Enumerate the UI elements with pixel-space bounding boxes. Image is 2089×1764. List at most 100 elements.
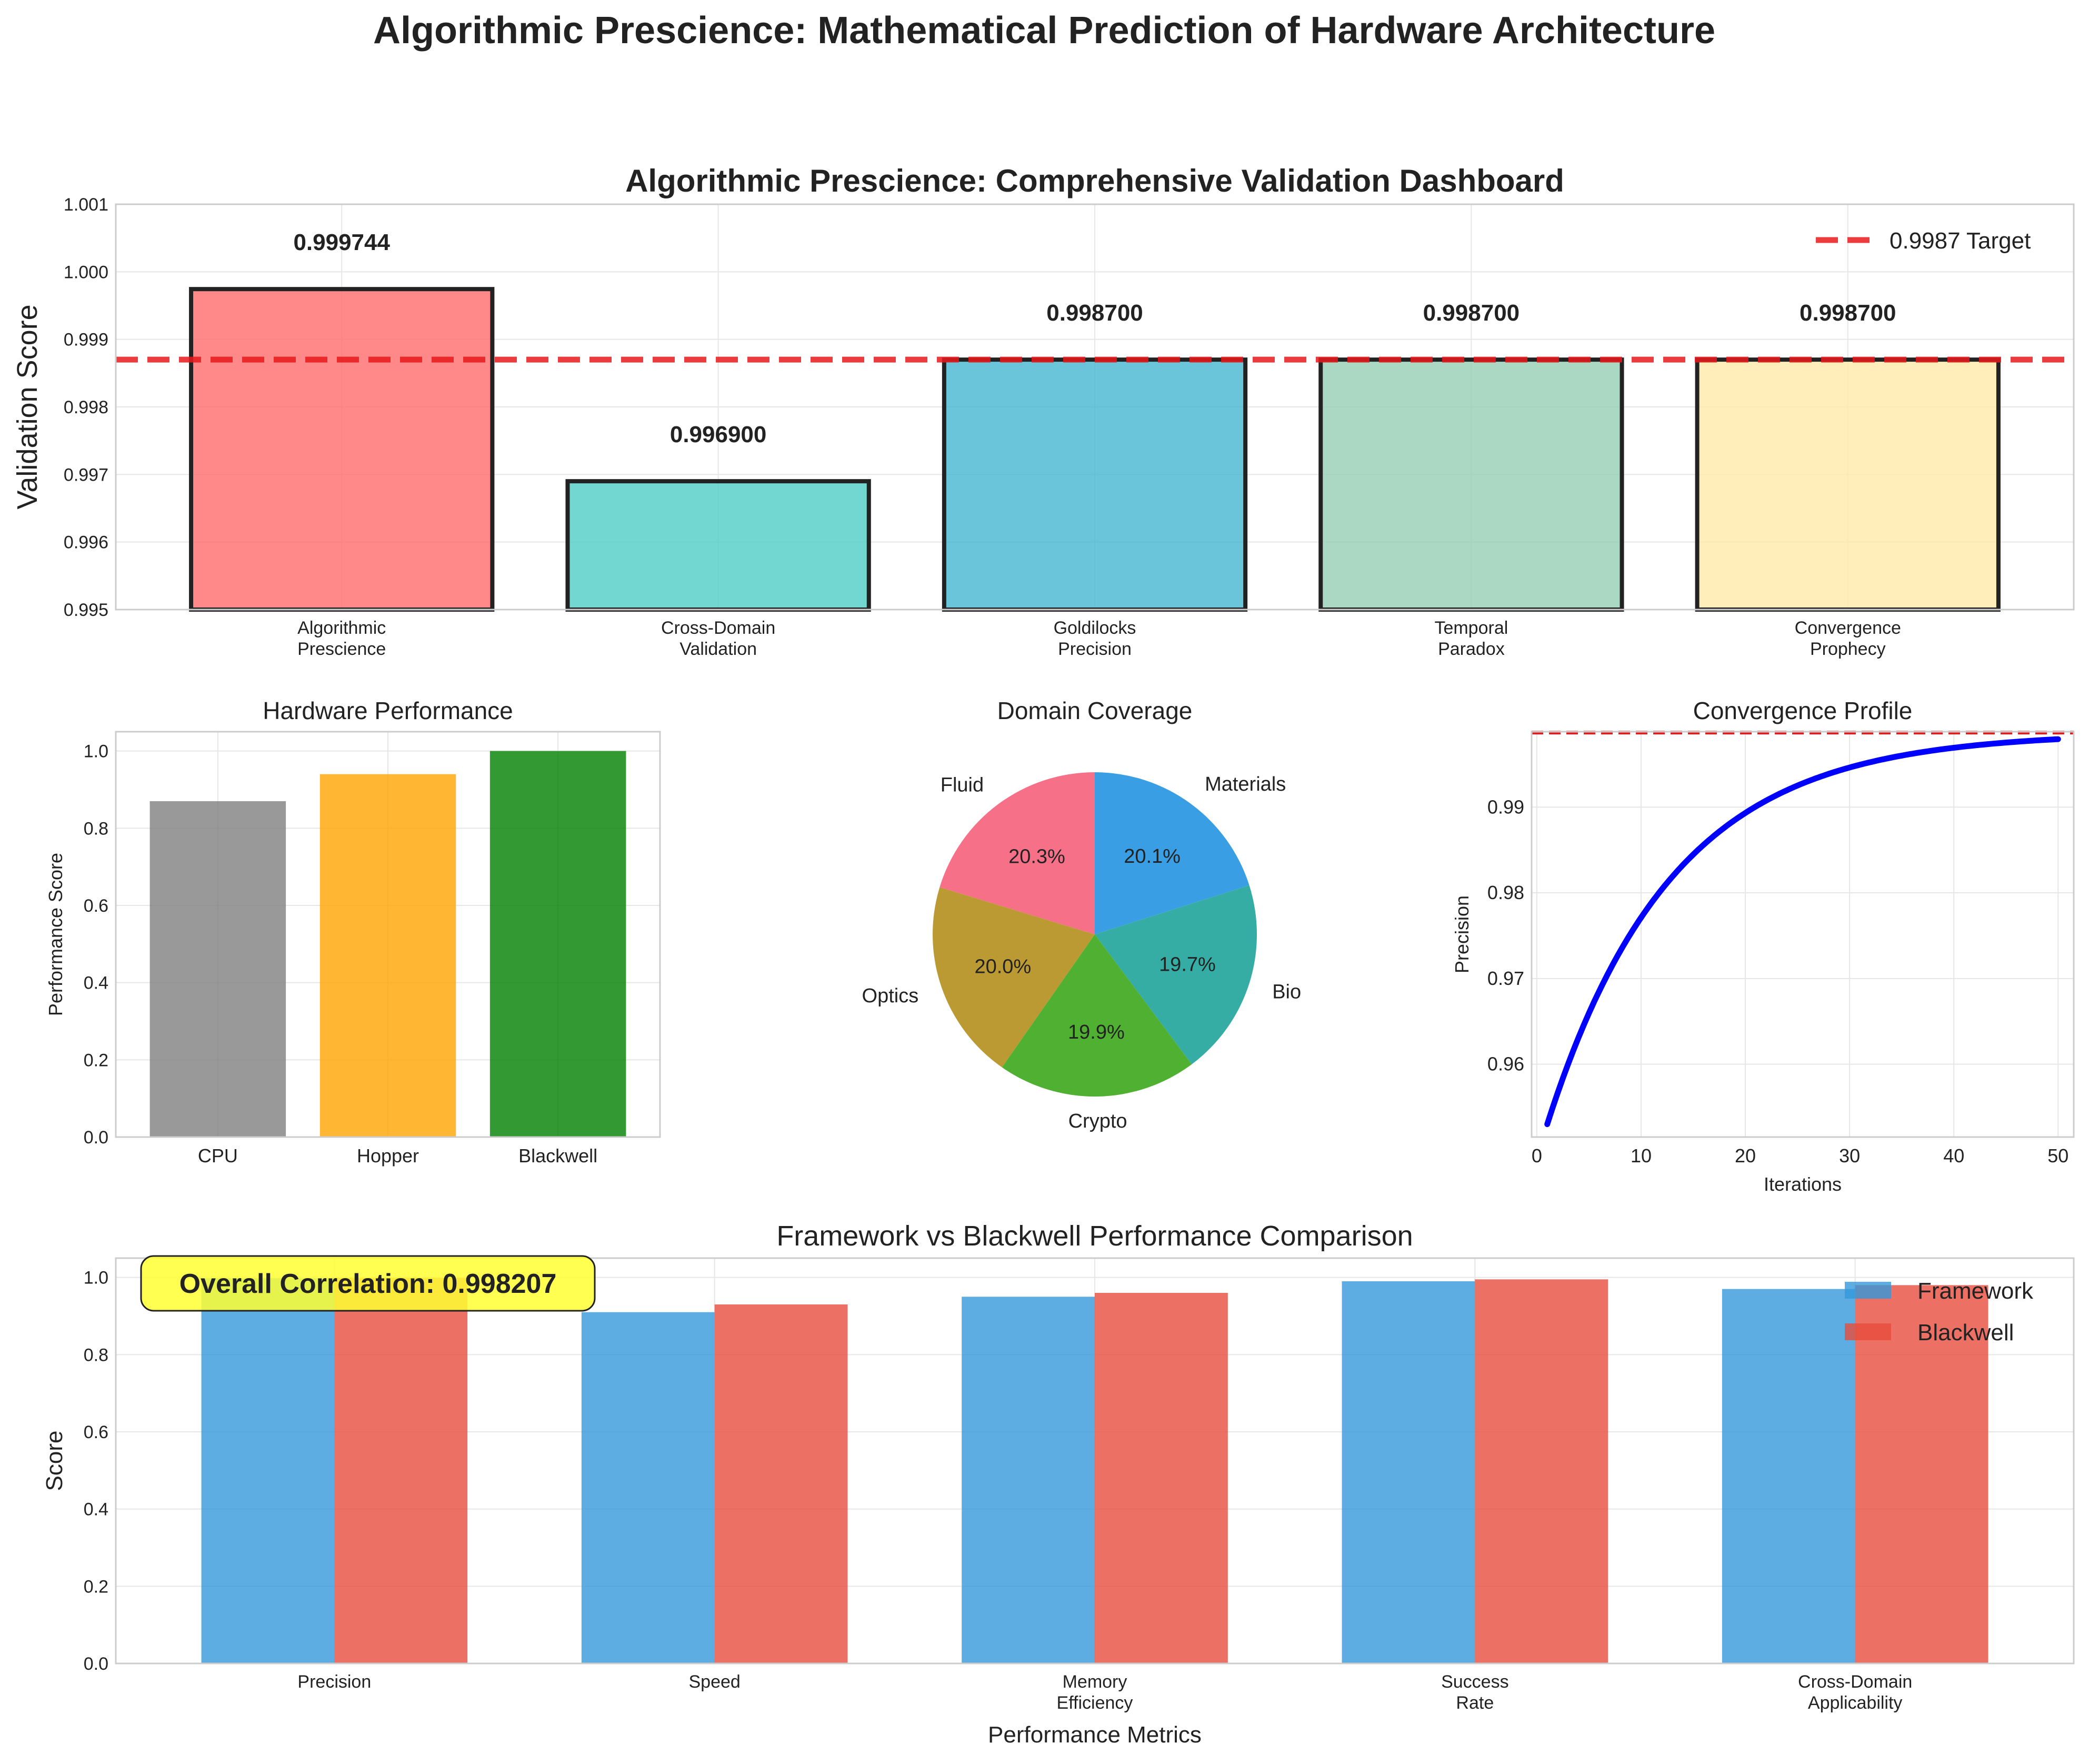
y-tick-label: 0.997 (64, 465, 108, 485)
validation-dashboard-panel: 0.999744 0.996900 0.998700 0.998700 0.998700… (12, 163, 2075, 659)
panel-frame (115, 1257, 2075, 1665)
y-tick-label: 0.2 (84, 1050, 108, 1070)
validation-value-label: 0.999744 (293, 230, 390, 255)
y-tick-label: 0.4 (84, 973, 108, 993)
x-tick-label: 50 (2047, 1145, 2068, 1167)
figure-title: Algorithmic Prescience: Mathematical Pre… (373, 9, 1715, 52)
y-tick-label: 1.0 (84, 1268, 108, 1288)
legend-blackwell-swatch (1845, 1323, 1891, 1340)
framework-bar (962, 1297, 1095, 1663)
y-tick-label: 1.001 (64, 195, 108, 215)
legend-target-label: 0.9987 Target (1890, 228, 2031, 254)
panel-frame (115, 203, 2075, 611)
correlation-annotation-text: Overall Correlation: 0.998207 (179, 1269, 557, 1299)
x-tick-label: Hopper (357, 1145, 419, 1167)
framework-comparison-title: Framework vs Blackwell Performance Compa… (776, 1220, 1413, 1252)
legend-framework-label: Framework (1917, 1278, 2034, 1304)
validation-value-label: 0.998700 (1800, 300, 1896, 326)
performance-score-ylabel: Performance Score (45, 853, 66, 1016)
y-tick-label: 0.0 (84, 1654, 108, 1674)
y-tick-label: 0.96 (1487, 1053, 1524, 1075)
pie-percent-label: 20.3% (1008, 846, 1065, 868)
y-tick-label: 0.98 (1487, 882, 1524, 903)
x-tick-label: Memory Efficiency (1057, 1672, 1133, 1713)
convergence-curve (1544, 736, 2061, 1128)
y-tick-label: 0.998 (64, 397, 108, 417)
y-tick-label: 1.0 (84, 742, 108, 762)
pie-slice (939, 772, 1095, 934)
hardware-bar (149, 801, 286, 1137)
validation-value-label: 0.996900 (670, 422, 767, 447)
hardware-performance-title: Hardware Performance (263, 697, 513, 724)
blackwell-bar (1475, 1279, 1608, 1663)
x-tick-label: Precision (297, 1672, 371, 1692)
y-tick-label: 0.8 (84, 819, 108, 839)
panel-frame (1531, 731, 2075, 1138)
score-ylabel: Score (42, 1431, 67, 1491)
x-tick-label: Temporal Paradox (1434, 618, 1508, 659)
pie-percent-label: 19.7% (1159, 954, 1216, 976)
x-tick-label: 30 (1839, 1145, 1860, 1167)
y-tick-label: 0.99 (1487, 796, 1524, 818)
y-tick-label: 0.6 (84, 1422, 108, 1442)
x-tick-label: Success Rate (1441, 1672, 1509, 1713)
convergence-profile-panel: 0.96 0.97 0.98 0.99 0 10 20 30 40 50 Convergence… (1451, 697, 2075, 1195)
pie-category-label: Fluid (941, 774, 984, 796)
y-tick-label: 0.8 (84, 1345, 108, 1365)
framework-bar (581, 1312, 715, 1663)
x-tick-label: Blackwell (518, 1145, 597, 1167)
comparison-legend: Framework Blackwell (1845, 1278, 2034, 1346)
x-tick-label: 20 (1735, 1145, 1756, 1167)
x-tick-label: 10 (1631, 1145, 1652, 1167)
pie-percent-label: 19.9% (1068, 1021, 1125, 1043)
validation-bar (942, 357, 1248, 612)
domain-coverage-panel: 20.1% Materials 19.7% Bio 19.9% Crypto 20.0% Op… (862, 697, 1302, 1132)
framework-bar (1342, 1281, 1475, 1663)
validation-bar (1318, 357, 1624, 612)
blackwell-bar (1095, 1293, 1228, 1663)
x-tick-label: Cross-Domain Applicability (1798, 1672, 1912, 1713)
pie-slice (1095, 772, 1250, 934)
pie-category-label: Bio (1272, 981, 1301, 1003)
convergence-profile-title: Convergence Profile (1693, 697, 1913, 724)
pie-percent-label: 20.0% (974, 955, 1031, 978)
y-tick-label: 0.4 (84, 1500, 108, 1520)
x-tick-label: Convergence Prophecy (1795, 618, 1901, 659)
pie-slice (1002, 934, 1192, 1097)
iterations-xlabel: Iterations (1764, 1173, 1842, 1195)
hardware-performance-panel: 0.0 0.2 0.4 0.6 0.8 1.0 CPU Hopper Blackwell Ha… (45, 697, 661, 1167)
x-tick-label: Algorithmic Prescience (297, 618, 386, 659)
hardware-bar (489, 751, 626, 1137)
y-tick-label: 0.996 (64, 533, 108, 553)
x-tick-label: 40 (1943, 1145, 1964, 1167)
x-tick-label: 0 (1532, 1145, 1542, 1167)
y-tick-label: 0.2 (84, 1577, 108, 1597)
pie-slice (933, 887, 1095, 1068)
pie-category-label: Crypto (1068, 1110, 1127, 1132)
validation-bar (565, 479, 871, 612)
x-tick-label: Cross-Domain Validation (661, 618, 775, 659)
y-tick-label: 0.999 (64, 330, 108, 350)
legend-blackwell-label: Blackwell (1917, 1320, 2014, 1346)
y-tick-label: 0.995 (64, 600, 108, 620)
pie-slice (1095, 885, 1257, 1064)
blackwell-bar (714, 1304, 848, 1663)
domain-coverage-title: Domain Coverage (997, 697, 1193, 724)
validation-value-label: 0.998700 (1046, 300, 1143, 326)
pie-percent-label: 20.1% (1124, 845, 1181, 868)
validation-legend: 0.9987 Target (1816, 228, 2031, 254)
blackwell-bar (334, 1278, 468, 1663)
x-tick-label: Goldilocks Precision (1054, 618, 1136, 659)
y-tick-label: 0.6 (84, 896, 108, 916)
validation-dashboard-title: Algorithmic Prescience: Comprehensive Va… (625, 163, 1564, 198)
validation-score-ylabel: Validation Score (12, 304, 43, 509)
legend-framework-swatch (1845, 1282, 1891, 1299)
validation-value-label: 0.998700 (1423, 300, 1520, 326)
pie-category-label: Materials (1205, 773, 1286, 795)
performance-metrics-xlabel: Performance Metrics (988, 1722, 1202, 1748)
precision-ylabel: Precision (1451, 895, 1473, 973)
correlation-annotation: Overall Correlation: 0.998207 (140, 1255, 596, 1312)
y-tick-label: 1.000 (64, 262, 108, 282)
hardware-bar (319, 774, 456, 1137)
